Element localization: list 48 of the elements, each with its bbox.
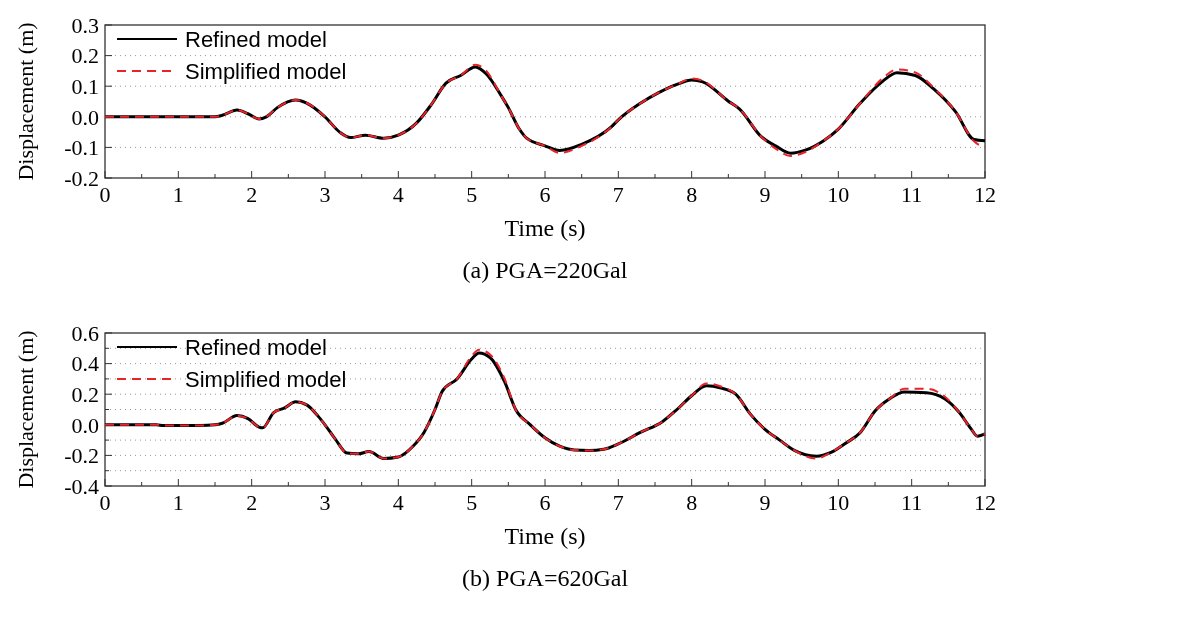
legend-label: Simplified model	[185, 58, 347, 84]
x-tick-label: 0	[99, 182, 111, 207]
x-tick-label: 9	[759, 182, 771, 207]
y-tick-label: 0.3	[71, 12, 99, 38]
x-tick-label: 2	[246, 182, 258, 207]
legend-label: Simplified model	[185, 366, 347, 392]
x-tick-label: 7	[612, 490, 624, 515]
x-tick-label: 8	[686, 490, 698, 515]
x-tick-label: 9	[759, 490, 771, 515]
y-tick-label: -0.1	[64, 135, 99, 161]
y-tick-label: 0.2	[71, 381, 99, 407]
y-axis-title: Displacement (m)	[13, 22, 38, 181]
x-tick-label: 3	[319, 182, 331, 207]
x-tick-label: 5	[466, 182, 478, 207]
x-tick-label: 7	[612, 182, 624, 207]
x-tick-label: 10	[827, 490, 850, 515]
x-tick-label: 11	[901, 182, 923, 207]
x-tick-label: 4	[392, 182, 404, 207]
text: (b) PGA=620Gal	[461, 565, 629, 591]
x-tick-label: 1	[172, 182, 184, 207]
y-tick-label: -0.4	[64, 473, 99, 499]
x-axis-title: Time (s)	[504, 215, 586, 241]
x-tick-label: 1	[172, 490, 184, 515]
y-tick-label: 0.0	[71, 412, 99, 438]
x-tick-label: 3	[319, 490, 331, 515]
y-tick-label: 0.2	[71, 43, 99, 69]
x-axis-title: Time (s)	[504, 523, 586, 549]
text: (a) PGA=220Gal	[462, 257, 628, 283]
y-tick-label: -0.2	[64, 443, 99, 469]
y-tick-label: 0.0	[71, 104, 99, 130]
x-tick-label: 11	[901, 490, 923, 515]
x-tick-label: 2	[246, 490, 258, 515]
x-tick-label: 6	[539, 490, 551, 515]
y-tick-label: 0.1	[71, 73, 99, 99]
legend-label: Refined model	[185, 334, 327, 360]
y-axis-title: Displacement (m)	[13, 330, 38, 489]
legend-label: Refined model	[185, 26, 327, 52]
x-tick-label: 12	[974, 490, 996, 515]
x-tick-label: 10	[827, 182, 850, 207]
y-tick-label: 0.4	[71, 351, 99, 377]
x-tick-label: 6	[539, 182, 551, 207]
x-tick-label: 0	[99, 490, 111, 515]
x-tick-label: 8	[686, 182, 698, 207]
y-tick-label: 0.6	[71, 320, 99, 346]
x-tick-label: 4	[392, 490, 404, 515]
x-tick-label: 12	[974, 182, 996, 207]
x-tick-label: 5	[466, 490, 478, 515]
y-tick-label: -0.2	[64, 165, 99, 191]
